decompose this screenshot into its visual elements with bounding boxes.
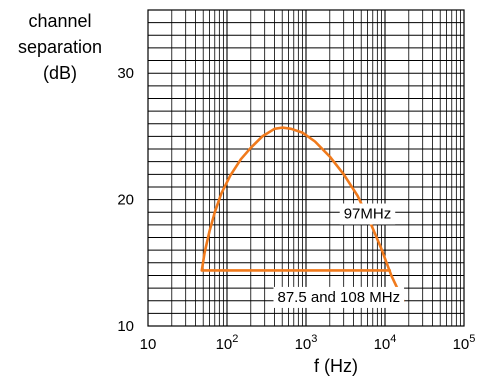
x-tick-label: 10: [140, 336, 157, 353]
x-tick-base: 10: [453, 336, 470, 353]
x-axis-label: f (Hz): [314, 356, 358, 376]
x-tick-exponent: 5: [469, 333, 475, 345]
annotation-97mhz: 97MHz: [339, 203, 396, 225]
annotation-text: 97MHz: [344, 206, 392, 223]
x-tick-base: 10: [216, 336, 233, 353]
y-axis-label-line: (dB): [43, 63, 77, 83]
y-tick-label: 30: [117, 65, 134, 82]
annotation-box: [339, 203, 396, 225]
x-tick-label: 103: [295, 333, 318, 353]
x-tick-exponent: 3: [311, 333, 317, 345]
annotation-text: 87.5 and 108 MHz: [277, 289, 400, 306]
x-tick-exponent: 4: [390, 333, 396, 345]
grid: [148, 10, 464, 326]
annotation-87-108mhz: 87.5 and 108 MHz: [273, 286, 405, 308]
x-tick-label: 104: [374, 333, 397, 353]
y-axis-label-line: separation: [18, 37, 102, 57]
y-tick-label: 10: [117, 318, 134, 335]
plot-frame: [147, 9, 465, 327]
x-tick-base: 10: [374, 336, 391, 353]
y-axis-label: channel separation (dB): [18, 11, 102, 83]
x-tick-base: 10: [295, 336, 312, 353]
x-tick-label: 102: [216, 333, 239, 353]
y-axis-label-line: channel: [28, 11, 91, 31]
annotation-box: [273, 286, 405, 308]
x-tick-label: 105: [453, 333, 476, 353]
y-tick-label: 20: [117, 192, 134, 209]
x-tick-base: 10: [140, 336, 157, 353]
x-tick-exponent: 2: [232, 333, 238, 345]
